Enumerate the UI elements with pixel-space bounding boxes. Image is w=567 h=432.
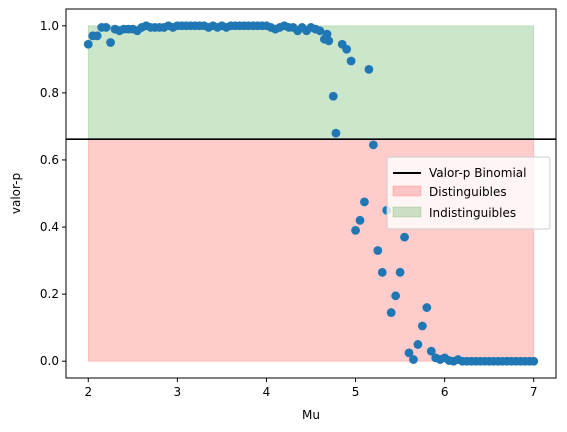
data-point <box>351 226 360 235</box>
data-point <box>368 140 378 150</box>
y-tick-label: 0.6 <box>40 153 59 167</box>
y-tick-label: 0.0 <box>40 354 59 368</box>
x-tick-label: 2 <box>84 385 92 399</box>
legend: Valor-p Binomial Distinguibles Indisting… <box>386 156 551 230</box>
data-point <box>413 340 423 349</box>
data-point <box>83 39 93 49</box>
region-indistinguibles <box>87 25 535 140</box>
data-point <box>364 64 374 74</box>
legend-label-indistinguibles: Indistinguibles <box>429 206 516 220</box>
data-point <box>360 197 369 207</box>
data-point <box>101 23 111 32</box>
y-axis-ticks: 0.0 0.2 0.4 0.6 0.8 1.0 <box>40 19 66 368</box>
y-tick-label: 1.0 <box>40 19 59 33</box>
axes-frame <box>65 8 557 379</box>
x-tick-label: 5 <box>352 385 360 399</box>
x-tick-label: 6 <box>441 385 449 399</box>
data-point <box>426 346 436 356</box>
data-point <box>324 36 334 46</box>
data-point <box>328 91 338 101</box>
legend-box <box>386 156 551 230</box>
data-point <box>529 356 539 366</box>
data-point <box>342 44 352 54</box>
legend-label-distinguibles: Distinguibles <box>429 185 507 199</box>
x-axis-ticks: 2 3 4 5 6 7 <box>84 378 538 399</box>
data-point <box>106 38 115 47</box>
x-tick-label: 7 <box>530 385 538 399</box>
data-point <box>331 128 341 138</box>
legend-swatch-indistinguibles <box>392 206 422 218</box>
data-point <box>377 267 387 277</box>
data-point <box>346 56 356 66</box>
data-point <box>404 348 414 358</box>
data-point <box>355 215 365 225</box>
data-point <box>395 267 405 277</box>
y-tick-label: 0.8 <box>40 86 59 100</box>
data-point <box>417 321 427 331</box>
y-axis-label: valor-p <box>9 173 23 214</box>
data-point <box>400 232 409 242</box>
data-point <box>386 308 396 317</box>
y-tick-label: 0.4 <box>40 220 59 234</box>
y-tick-label: 0.2 <box>40 287 59 301</box>
data-point <box>92 31 102 41</box>
legend-label-binomial: Valor-p Binomial <box>429 166 526 180</box>
legend-swatch-distinguibles <box>392 185 422 197</box>
data-point <box>422 303 432 312</box>
x-tick-label: 3 <box>174 385 182 399</box>
data-point <box>315 26 325 36</box>
data-point <box>391 291 401 301</box>
data-point <box>409 355 418 364</box>
x-tick-label: 4 <box>263 385 271 399</box>
x-axis-label: Mu <box>302 408 320 422</box>
data-point <box>322 29 332 39</box>
data-point <box>373 246 383 255</box>
